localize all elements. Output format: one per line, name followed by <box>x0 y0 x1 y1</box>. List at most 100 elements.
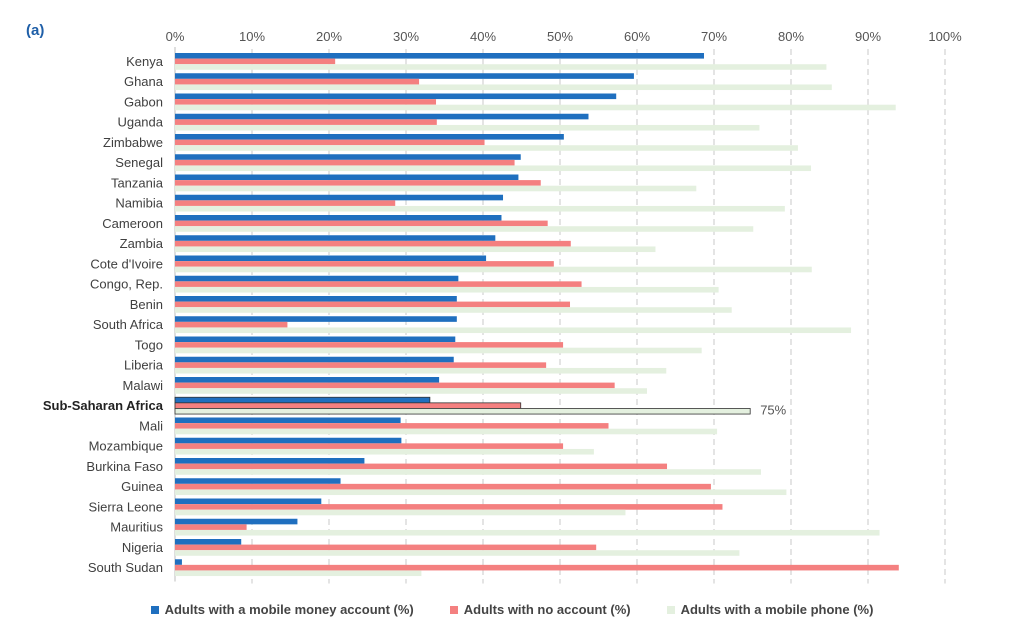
category-label: Sub-Saharan Africa <box>43 398 164 413</box>
x-tick-label: 60% <box>624 29 650 44</box>
bar-no-account <box>175 240 571 247</box>
category-label: Kenya <box>126 54 164 69</box>
bar-mobile-phone <box>175 347 702 354</box>
category-label: South Africa <box>93 317 164 332</box>
bar-no-account <box>175 443 564 449</box>
bar-no-account <box>175 483 711 490</box>
category-label: Burkina Faso <box>86 459 163 474</box>
category-label: Namibia <box>115 196 163 211</box>
bar-no-account <box>175 99 437 105</box>
bar-mobile-money <box>175 437 402 444</box>
x-tick-label: 30% <box>393 29 419 44</box>
x-tick-label: 40% <box>470 29 496 44</box>
bar-mobile-money <box>175 235 496 241</box>
bar-mobile-money <box>175 417 401 424</box>
bar-mobile-phone <box>175 266 812 273</box>
bar-mobile-phone <box>175 388 648 394</box>
bar-mobile-phone <box>175 246 656 253</box>
category-label: Liberia <box>124 358 164 373</box>
bar-no-account <box>175 321 288 328</box>
category-label: Guinea <box>121 479 164 494</box>
bar-mobile-money <box>175 113 589 120</box>
bar-no-account <box>174 402 522 409</box>
x-tick-label: 0% <box>166 29 185 44</box>
bar-mobile-money <box>175 134 564 140</box>
category-label: Cameroon <box>102 216 163 231</box>
x-tick-label: 10% <box>239 29 265 44</box>
bar-no-account <box>175 362 547 368</box>
bar-no-account <box>175 504 723 510</box>
bar-mobile-phone <box>175 509 626 516</box>
bar-mobile-money <box>174 396 431 404</box>
bar-no-account <box>175 78 420 85</box>
bar-mobile-phone <box>175 145 798 151</box>
legend-label-mobile-phone: Adults with a mobile phone (%) <box>680 602 874 617</box>
bar-mobile-money <box>175 478 341 484</box>
bar-no-account <box>175 564 899 571</box>
x-tick-label: 70% <box>701 29 727 44</box>
category-label: Zimbabwe <box>103 135 163 150</box>
bar-mobile-money <box>175 255 487 262</box>
bar-mobile-money <box>175 316 457 322</box>
legend-item-mobile-money: Adults with a mobile money account (%) <box>150 602 414 617</box>
legend-swatch-mobile-money <box>150 605 159 614</box>
bar-mobile-phone <box>175 104 896 111</box>
bar-mobile-phone <box>174 408 751 415</box>
legend-item-mobile-phone: Adults with a mobile phone (%) <box>666 602 874 617</box>
category-label: Ghana <box>124 74 164 89</box>
bar-mobile-phone <box>175 286 719 293</box>
bar-mobile-money <box>175 194 504 201</box>
bar-no-account <box>175 58 336 65</box>
bar-mobile-phone <box>175 64 827 70</box>
bar-mobile-phone <box>175 307 732 313</box>
category-label: Congo, Rep. <box>90 277 163 292</box>
legend-item-no-account: Adults with no account (%) <box>449 602 631 617</box>
bar-no-account <box>175 544 597 551</box>
x-tick-label: 100% <box>928 29 962 44</box>
bar-mobile-money <box>175 518 298 525</box>
category-label: Gabon <box>124 94 163 109</box>
bar-mobile-money <box>175 53 704 59</box>
bar-no-account <box>175 463 668 470</box>
bar-no-account <box>175 200 396 206</box>
bar-no-account <box>175 382 615 389</box>
bar-mobile-phone <box>175 529 880 536</box>
bar-mobile-phone <box>175 550 740 556</box>
bar-mobile-phone <box>175 570 422 577</box>
bar-mobile-money <box>175 174 519 181</box>
category-label: Benin <box>130 297 163 312</box>
bar-no-account <box>175 139 485 146</box>
bar-mobile-money <box>175 559 182 565</box>
bar-mobile-phone <box>175 165 812 172</box>
bar-no-account <box>175 261 554 267</box>
bar-no-account <box>175 423 609 429</box>
bar-mobile-money <box>175 539 242 545</box>
bar-no-account <box>175 281 582 287</box>
category-label: Mozambique <box>89 439 163 454</box>
bar-chart: 0% 10% 20% 30% 40% 50% 60% 70% 80% 90% 100% Kenya Gh… <box>43 29 962 584</box>
x-tick-label: 50% <box>547 29 573 44</box>
bar-mobile-money <box>175 458 365 464</box>
x-tick-label: 90% <box>855 29 881 44</box>
category-label: Togo <box>135 337 163 352</box>
bar-mobile-money <box>175 215 502 221</box>
bar-mobile-money <box>175 275 459 282</box>
bar-no-account <box>175 119 437 125</box>
bar-mobile-money <box>175 356 454 363</box>
bar-mobile-phone <box>175 124 760 131</box>
category-label: Tanzania <box>111 175 164 190</box>
category-label: Mali <box>139 418 163 433</box>
annotation-label: 75% <box>760 402 786 417</box>
category-label: Nigeria <box>122 540 164 555</box>
bar-no-account <box>175 301 571 308</box>
legend-label-mobile-money: Adults with a mobile money account (%) <box>164 602 414 617</box>
bar-mobile-money <box>175 154 521 160</box>
bar-no-account <box>175 524 247 530</box>
bar-mobile-money <box>175 93 617 100</box>
legend-label-no-account: Adults with no account (%) <box>463 602 631 617</box>
bar-mobile-phone <box>175 84 832 91</box>
bar-mobile-phone <box>175 226 754 232</box>
category-label: Cote d'Ivoire <box>90 256 163 271</box>
bar-mobile-phone <box>175 428 718 435</box>
bar-mobile-money <box>175 296 457 302</box>
